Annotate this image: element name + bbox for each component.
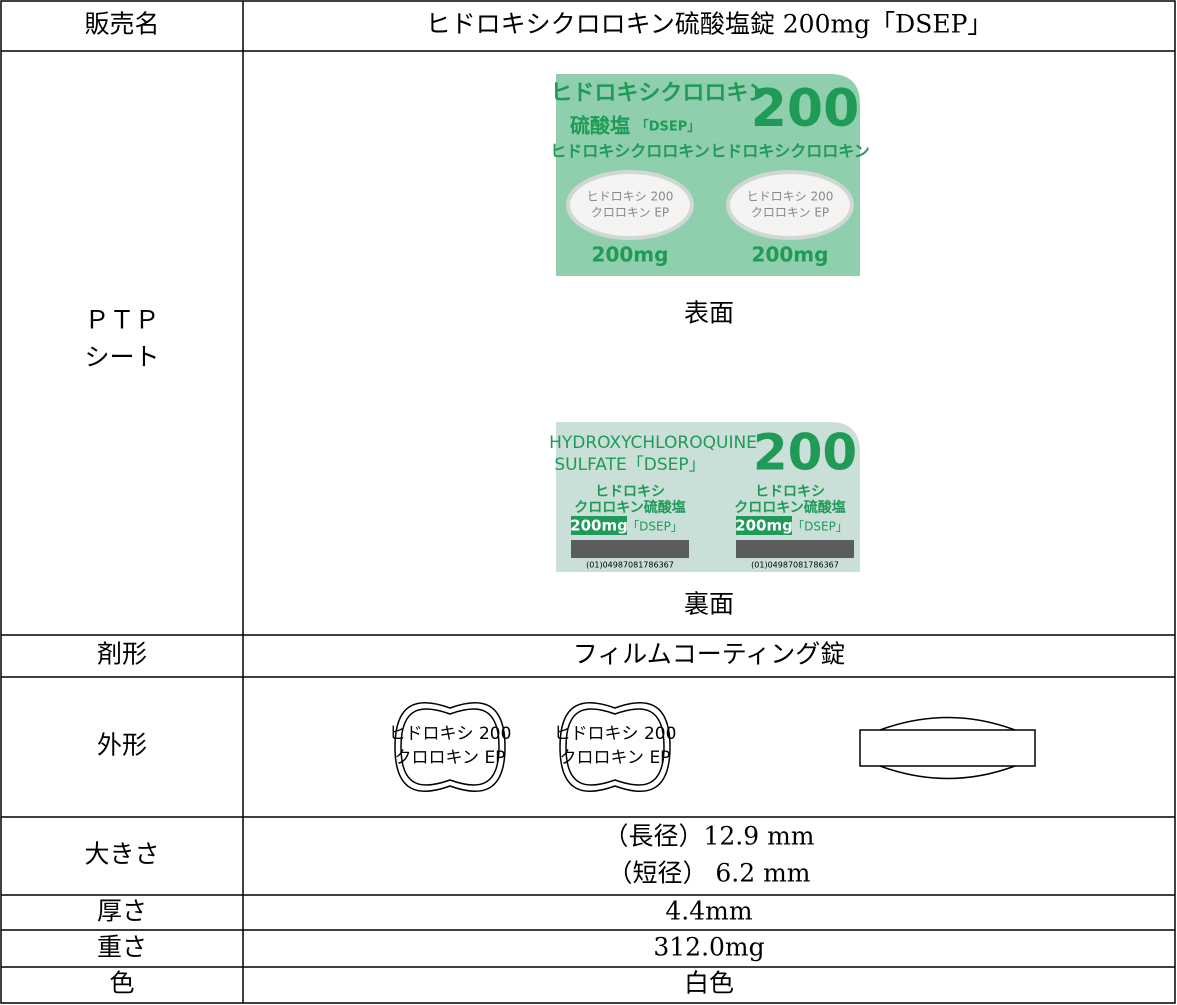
salt: 硫酸塩 bbox=[570, 114, 630, 138]
value: 4.4mm bbox=[665, 897, 752, 926]
pocket: クロロキン硫酸塩 bbox=[734, 499, 846, 516]
dose: 200mg bbox=[752, 243, 829, 267]
value: ヒドロキシクロロキン硫酸塩錠 200mg「DSEP」 bbox=[426, 10, 993, 39]
dose: 200mg bbox=[592, 243, 669, 267]
pocket: クロロキン硫酸塩 bbox=[574, 499, 686, 516]
tablet bbox=[726, 170, 854, 240]
tablet bbox=[566, 170, 694, 240]
barcode bbox=[736, 540, 854, 558]
brand: ヒドロキシクロロキン bbox=[550, 81, 769, 106]
imprint: クロロキン EP bbox=[591, 206, 669, 220]
tablet-outline bbox=[559, 701, 671, 793]
caption: 表面 bbox=[684, 299, 734, 328]
imprint: ヒドロキシ 200 bbox=[747, 190, 834, 204]
name: SULFATE「DSEP」 bbox=[554, 455, 705, 475]
barcode-number: (01)04987081786367 bbox=[586, 561, 674, 570]
label: 販売名 bbox=[84, 10, 159, 39]
label: 厚さ bbox=[97, 897, 147, 926]
side-view bbox=[879, 716, 1016, 780]
maker: 「DSEP」 bbox=[792, 520, 848, 534]
tablet-outline bbox=[400, 708, 500, 786]
tablet-outline bbox=[394, 701, 506, 793]
pocket-name: ヒドロキシクロロキン bbox=[710, 142, 870, 161]
tablet-outlines bbox=[394, 701, 1036, 793]
strength: 200 bbox=[751, 79, 860, 139]
imprint: クロロキン EP bbox=[560, 748, 671, 768]
value: 白色 bbox=[684, 969, 734, 998]
label: 外形 bbox=[97, 731, 147, 760]
value: 312.0mg bbox=[653, 933, 764, 962]
side-view bbox=[859, 729, 1036, 767]
dose-box bbox=[571, 516, 627, 535]
barcode bbox=[571, 540, 689, 558]
maker: 「DSEP」 bbox=[636, 119, 701, 135]
label: シート bbox=[84, 343, 159, 372]
value: （長径）12.9 mm bbox=[603, 822, 814, 851]
dose-box bbox=[736, 516, 792, 535]
barcode-number: (01)04987081786367 bbox=[751, 561, 839, 570]
label: 大きさ bbox=[84, 840, 159, 869]
imprint: ヒドロキシ 200 bbox=[587, 190, 674, 204]
pocket: ヒドロキシ bbox=[755, 484, 825, 500]
dose: 200mg bbox=[735, 517, 793, 535]
value: （短径） 6.2 mm bbox=[607, 859, 810, 888]
dose: 200mg bbox=[570, 517, 628, 535]
strength: 200 bbox=[753, 424, 857, 482]
tablet-outline bbox=[565, 708, 665, 786]
ptp-back-image: HYDROXYCHLOROQUINE SULFATE「DSEP」 200 ヒドロ… bbox=[549, 422, 860, 572]
imprint: クロロキン EP bbox=[395, 748, 506, 768]
ptp-front-image: ヒドロキシクロロキン 200 硫酸塩 「DSEP」 ヒドロキシクロロキン ヒドロ… bbox=[550, 74, 870, 276]
pocket: ヒドロキシ bbox=[595, 484, 665, 500]
caption: 裏面 bbox=[684, 590, 734, 619]
name: HYDROXYCHLOROQUINE bbox=[549, 433, 757, 453]
imprint: ヒドロキシ 200 bbox=[389, 724, 512, 744]
label: 剤形 bbox=[97, 640, 147, 669]
pocket-name: ヒドロキシクロロキン bbox=[550, 142, 710, 161]
maker: 「DSEP」 bbox=[627, 520, 683, 534]
label: 色 bbox=[109, 969, 134, 998]
imprint: ヒドロキシ 200 bbox=[554, 724, 677, 744]
imprint: クロロキン EP bbox=[751, 206, 829, 220]
value: フィルムコーティング錠 bbox=[573, 640, 846, 669]
label: ＰＴＰ bbox=[84, 306, 159, 335]
label: 重さ bbox=[97, 933, 147, 962]
